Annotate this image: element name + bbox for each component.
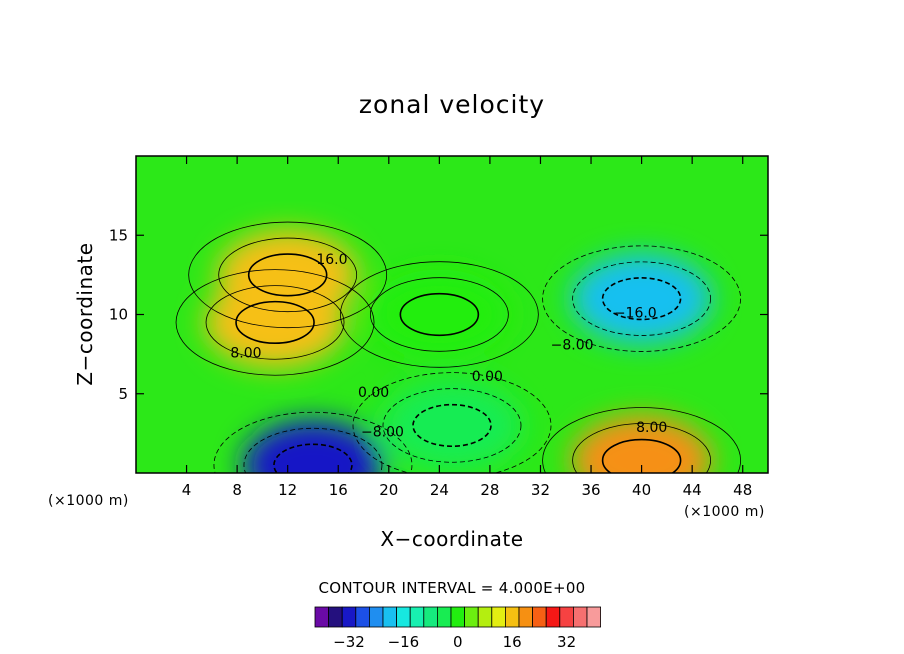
colorbar-swatch-18 xyxy=(559,606,574,628)
colorbar-swatch-5 xyxy=(382,606,398,628)
x-unit-label-left: (×1000 m) xyxy=(48,493,129,509)
x-tick-label-4: 20 xyxy=(379,481,398,499)
contour-line-4-2 xyxy=(542,407,741,473)
x-tick-label-8: 36 xyxy=(581,481,600,499)
x-unit-label-right: (×1000 m) xyxy=(684,504,765,520)
x-tick-label-0: 4 xyxy=(182,481,192,499)
contour-line-0-0 xyxy=(273,443,353,473)
y-tick-label-2: 15 xyxy=(109,226,128,244)
contour-line-1-2 xyxy=(188,221,388,329)
colorbar-swatch-15 xyxy=(518,606,534,628)
contour-line-3-2 xyxy=(542,245,741,352)
x-tick-label-7: 32 xyxy=(531,481,550,499)
field-feature-2 xyxy=(205,277,346,368)
y-tick-label-1: 10 xyxy=(109,306,128,324)
colorbar-swatch-16 xyxy=(532,606,547,628)
contour-label-6: −16.0 xyxy=(614,306,657,322)
contour-label-5: −8.00 xyxy=(551,337,594,353)
colorbar-swatch-19 xyxy=(573,606,588,628)
contour-label-1: 8.00 xyxy=(230,345,261,361)
contour-line-5-0 xyxy=(399,292,480,337)
x-tick-label-9: 40 xyxy=(632,481,651,499)
colorbar-swatch-0 xyxy=(314,606,330,628)
x-tick-label-2: 12 xyxy=(278,481,297,499)
field-feature-4 xyxy=(571,415,712,473)
colorbar-swatch-17 xyxy=(545,606,561,628)
colorbar-swatch-14 xyxy=(504,606,520,628)
colorbar-tick-label-2: 0 xyxy=(453,633,463,651)
x-tick-label-10: 44 xyxy=(683,481,702,499)
contour-line-2-0 xyxy=(235,300,315,345)
velocity-field xyxy=(205,229,712,473)
x-tick-label-6: 28 xyxy=(480,481,499,499)
field-feature-5 xyxy=(369,269,510,360)
contour-label-4: 0.00 xyxy=(472,369,503,385)
x-axis-label: X−coordinate xyxy=(380,527,523,551)
contour-line-2-2 xyxy=(175,269,375,376)
field-feature-3 xyxy=(571,253,712,344)
y-tick-label-0: 5 xyxy=(118,385,128,403)
contour-label-2: 0.00 xyxy=(358,385,389,401)
contour-line-1-1 xyxy=(218,237,358,313)
contour-line-4-1 xyxy=(572,423,711,473)
contour-label-3: −8.00 xyxy=(361,425,404,441)
field-feature-6 xyxy=(382,380,522,471)
x-tick-label-5: 24 xyxy=(430,481,449,499)
plot-area: 16.0 8.00 0.00 −8.00 0.00 −8.00 −16.0 8.00 xyxy=(136,156,768,473)
contour-line-5-1 xyxy=(369,277,509,352)
contour-line-1-0 xyxy=(247,253,328,297)
colorbar-swatch-11 xyxy=(464,606,479,628)
colorbar-swatch-9 xyxy=(436,606,452,628)
colorbar-tick-label-4: 32 xyxy=(557,633,576,651)
x-tick-label-3: 16 xyxy=(329,481,348,499)
contour-line-4-0 xyxy=(601,438,682,473)
x-tick-label-1: 8 xyxy=(232,481,242,499)
colorbar-swatch-3 xyxy=(355,606,370,628)
x-tick-label-11: 48 xyxy=(733,481,752,499)
chart-title: zonal velocity xyxy=(359,90,545,119)
colorbar-swatch-13 xyxy=(491,606,506,628)
colorbar-tick-label-3: 16 xyxy=(503,633,522,651)
contour-interval-text: CONTOUR INTERVAL = 4.000E+00 xyxy=(318,579,585,597)
contour-line-3-0 xyxy=(601,277,682,321)
colorbar xyxy=(314,606,602,628)
x-axis-ticks: 4 8 12 16 20 24 28 32 36 40 44 48 xyxy=(182,156,752,499)
contour-line-0-1 xyxy=(243,427,383,473)
colorbar-tick-label-0: −32 xyxy=(333,633,365,651)
contour-line-0-2 xyxy=(213,411,413,473)
y-axis-ticks: 5 10 15 xyxy=(109,226,768,403)
colorbar-swatch-6 xyxy=(396,606,411,628)
colorbar-tick-labels: −32 −16 0 16 32 xyxy=(333,633,576,651)
colorbar-swatch-2 xyxy=(341,606,357,628)
y-axis-label: Z−coordinate xyxy=(73,242,97,385)
colorbar-swatch-8 xyxy=(423,606,438,628)
contour-line-6-0 xyxy=(412,403,492,448)
colorbar-swatch-10 xyxy=(450,606,466,628)
colorbar-swatch-20 xyxy=(586,606,602,628)
contour-labels: 16.0 8.00 0.00 −8.00 0.00 −8.00 −16.0 8.00 xyxy=(230,252,667,441)
contour-line-3-1 xyxy=(572,261,711,336)
contour-label-7: 8.00 xyxy=(636,420,667,436)
colorbar-swatch-12 xyxy=(477,606,493,628)
contour-line-5-2 xyxy=(339,261,539,368)
colorbar-swatch-1 xyxy=(328,606,343,628)
contour-line-2-1 xyxy=(205,285,345,360)
contour-line-6-2 xyxy=(352,372,552,473)
colorbar-swatch-4 xyxy=(368,606,384,628)
contour-lines xyxy=(175,221,741,473)
contour-line-6-1 xyxy=(382,388,522,463)
contour-label-0: 16.0 xyxy=(316,252,347,268)
colorbar-tick-label-1: −16 xyxy=(388,633,420,651)
colorbar-swatch-7 xyxy=(409,606,425,628)
